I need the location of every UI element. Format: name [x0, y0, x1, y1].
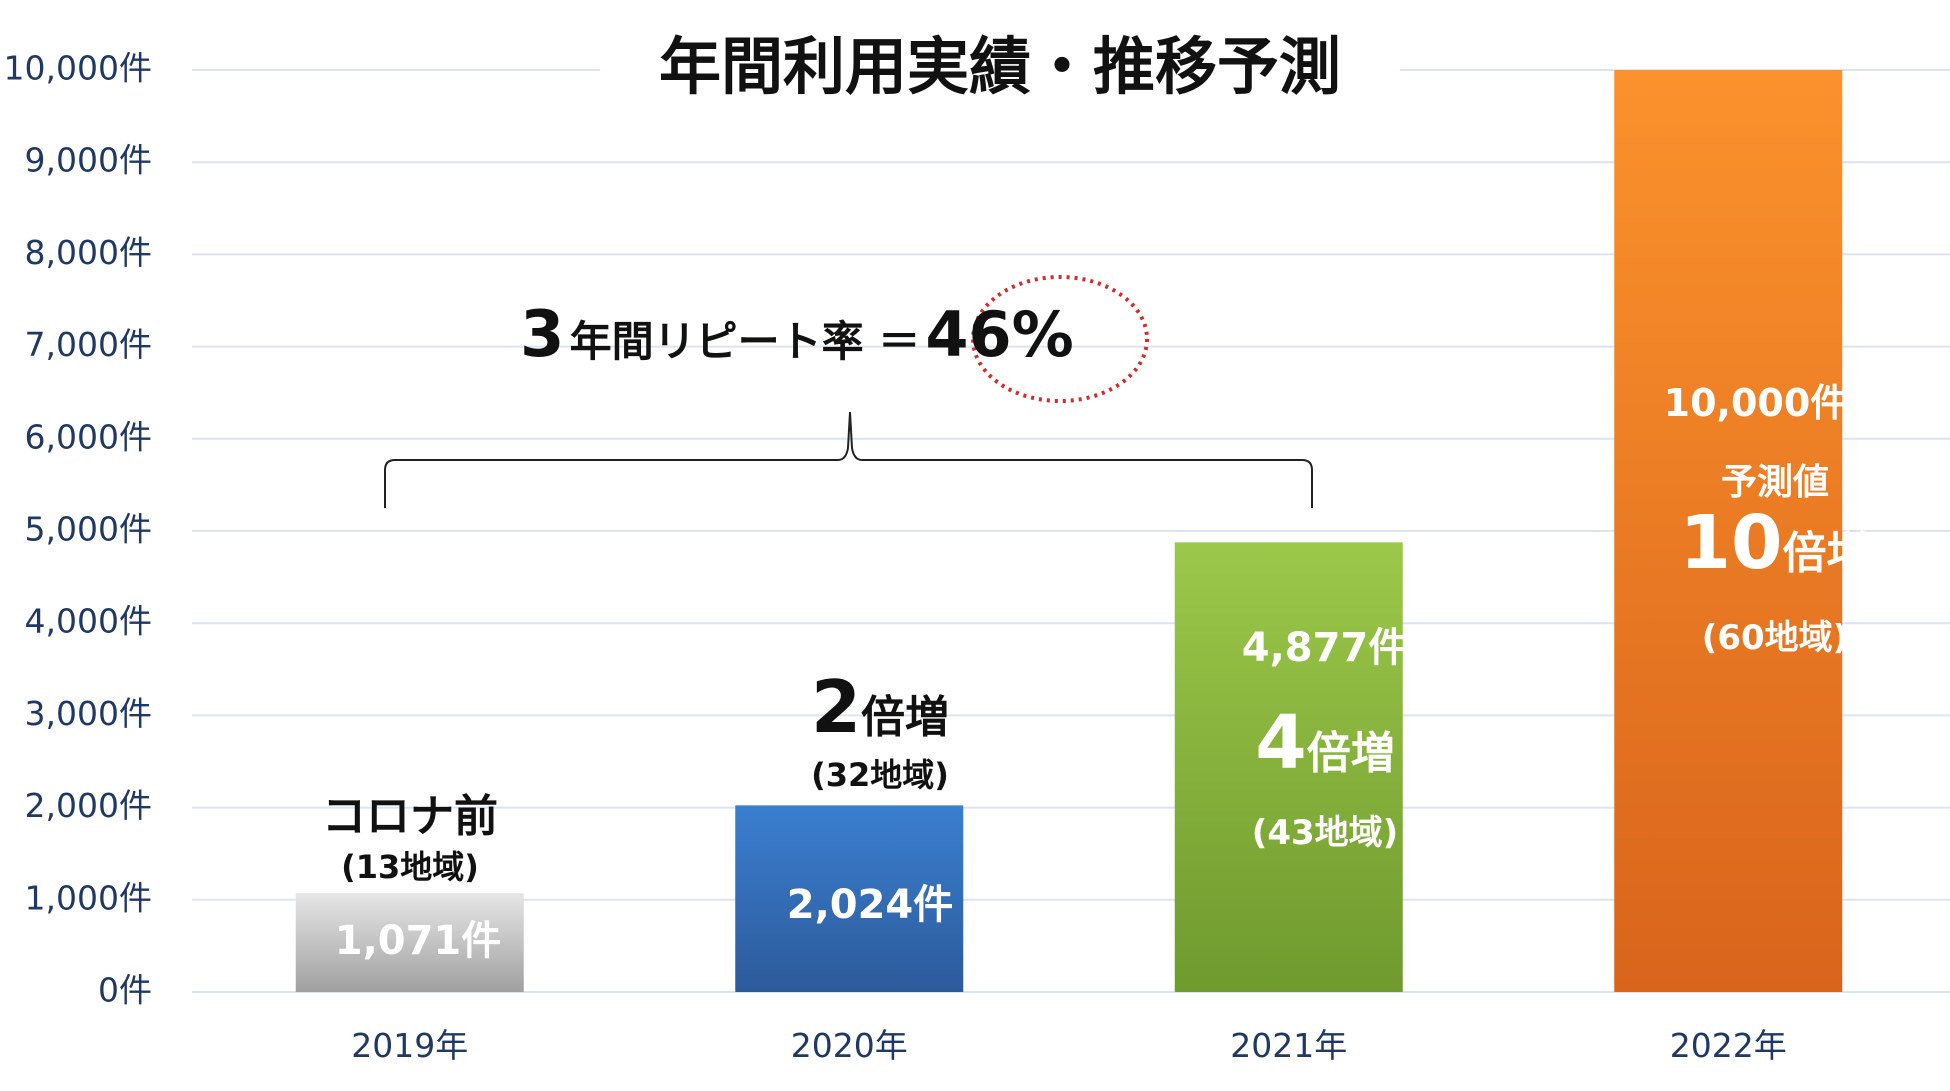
y-tick-label: 5,000件 [25, 510, 152, 549]
bar-2021-multiplier-number: 4 [1255, 700, 1307, 786]
repeat-rate: 3 年間リピート率 ＝ 46% [520, 298, 1160, 378]
bar-2020-multiplier-number: 2 [810, 665, 862, 749]
x-tick-label: 2020年 [791, 1026, 908, 1065]
x-tick-label: 2021年 [1230, 1026, 1347, 1065]
y-tick-label: 6,000件 [25, 417, 152, 456]
repeat-value: 46% [925, 298, 1074, 371]
bar-2019 [295, 893, 524, 992]
y-tick-label: 1,000件 [25, 878, 152, 917]
repeat-years: 3 [520, 298, 565, 372]
chart-title: 年間利用実績・推移予測 [600, 22, 1400, 112]
y-tick-label: 10,000件 [4, 49, 152, 88]
bar-2021-regions: (43地域) [1251, 813, 1399, 853]
bar-2022-multiplier: 10倍増 [1650, 500, 1900, 586]
x-tick-label: 2019年 [351, 1026, 468, 1065]
bracket [384, 411, 1313, 508]
bar-2022 [1614, 70, 1843, 992]
bar-2020-multiplier: 2倍増 [740, 665, 1020, 749]
bar-2019-caption: コロナ前 [322, 791, 498, 842]
y-tick-label: 7,000件 [25, 325, 152, 364]
bar-2022-multiplier-number: 10 [1679, 500, 1783, 586]
y-tick-label: 8,000件 [25, 233, 152, 272]
bar-2021-multiplier-text: 倍増 [1306, 728, 1395, 779]
repeat-label: 年間リピート率 ＝ [569, 317, 921, 366]
x-tick-label: 2022年 [1670, 1026, 1787, 1065]
y-tick-label: 3,000件 [25, 694, 152, 733]
y-tick-label: 4,000件 [25, 602, 152, 641]
highlight-ellipse [971, 275, 1149, 403]
bar-2021-value-label: 4,877件 [1241, 625, 1409, 671]
bar-2020 [735, 805, 964, 992]
bar-2022-forecast: 予測値 [1720, 462, 1829, 503]
bar-2021 [1174, 542, 1403, 992]
bar-2020-value-label: 2,024件 [786, 882, 954, 928]
bar-2020-multiplier-text: 倍増 [861, 692, 950, 743]
bar-2021-multiplier: 4倍増 [1195, 700, 1455, 786]
y-tick-label: 2,000件 [25, 786, 152, 825]
bar-2020-regions: (32地域) [811, 756, 949, 794]
bar-2022-multiplier-text: 倍増 [1782, 528, 1871, 579]
bar-2022-value-label: 10,000件超 [1663, 381, 1887, 425]
bar-2019-value-label: 1,071件 [334, 918, 502, 964]
bar-2022-regions: (60地域) [1701, 618, 1849, 658]
y-tick-label: 9,000件 [25, 141, 152, 180]
y-tick-label: 0件 [98, 971, 152, 1010]
bar-2019-regions: (13地域) [341, 848, 479, 886]
